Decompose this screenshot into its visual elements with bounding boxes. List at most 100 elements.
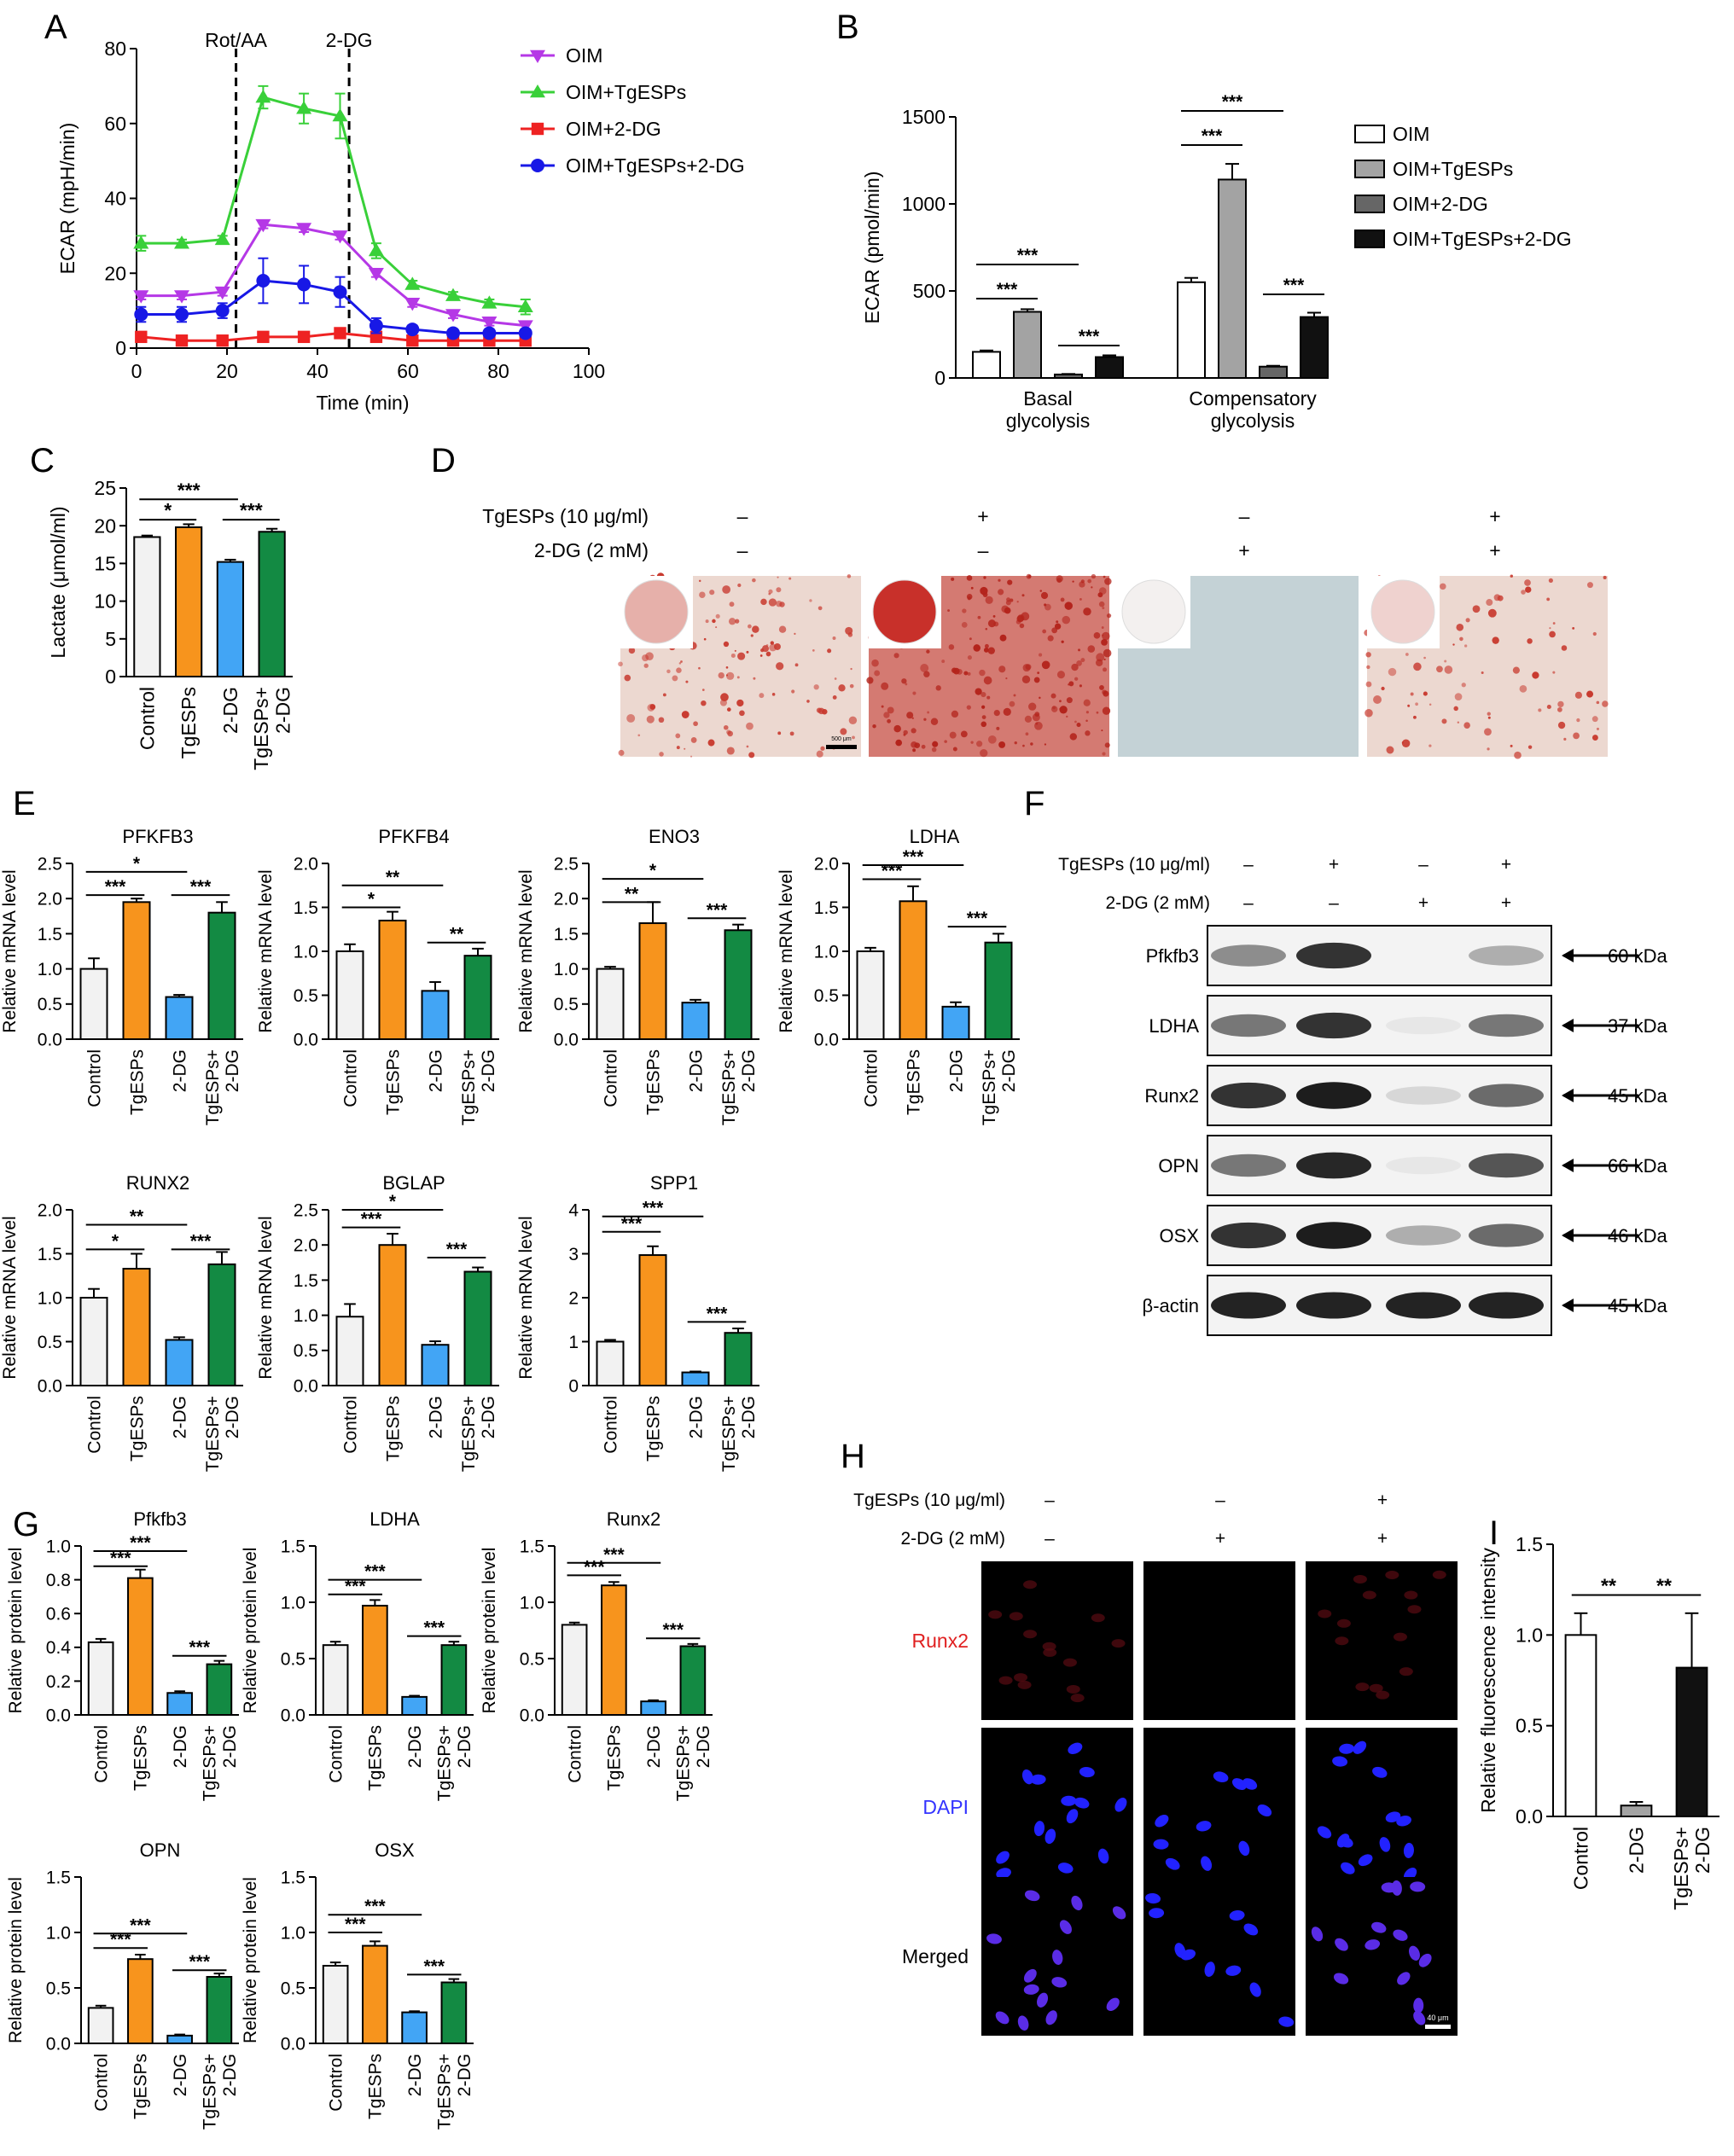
stain-spot (690, 737, 697, 743)
if-header-row1-label: TgESPs (10 μg/ml) (853, 1491, 1005, 1510)
nucleus (1052, 1950, 1063, 1965)
stain-spot (1014, 741, 1017, 745)
category-label-line: 2-DG (694, 1725, 713, 1768)
stain-spot (996, 726, 1000, 730)
stain-spot (719, 699, 727, 706)
if-header-row1-value: – (1215, 1491, 1225, 1510)
stain-spot (1104, 578, 1112, 585)
chart-title: OSX (375, 1839, 415, 1861)
molecular-weight-label: 37 kDa (1608, 1015, 1667, 1037)
stain-spot (768, 598, 777, 607)
stain-spot (1096, 711, 1099, 714)
blot-strip (1207, 925, 1552, 986)
stain-spot (730, 653, 736, 658)
data-point (214, 231, 230, 246)
arrow-head (1562, 949, 1574, 962)
nucleus (1257, 1804, 1272, 1817)
nucleus (1213, 1771, 1229, 1783)
nucleus-signal (1014, 1673, 1028, 1682)
stain-spot (980, 692, 986, 698)
data-point (406, 334, 419, 347)
data-point (257, 330, 270, 344)
stain-spot (1487, 712, 1491, 716)
significance-mark: *** (707, 1304, 728, 1323)
nucleus (1385, 1811, 1401, 1823)
significance-mark: *** (105, 877, 126, 897)
nucleus (1243, 1923, 1259, 1936)
bar (561, 1624, 588, 1717)
if-header-row2-value: – (1044, 1529, 1055, 1549)
y-axis-label: Relative fluorescence intensity (1477, 1548, 1499, 1813)
stain-spot (866, 677, 874, 684)
stain-spot (872, 724, 876, 729)
arrow-head (1562, 1019, 1574, 1032)
y-axis-label: ECAR (pmol/min) (861, 171, 883, 324)
panel-letter-f: F (1024, 785, 1044, 822)
stain-spot (1085, 730, 1091, 736)
nucleus (1379, 1837, 1391, 1852)
stain-spot (1514, 751, 1522, 759)
nucleus-signal (1362, 1590, 1376, 1600)
bar (165, 1339, 194, 1386)
nucleus-signal (1023, 1630, 1038, 1639)
stain-spot (1456, 623, 1464, 631)
blot-band (1386, 1292, 1461, 1319)
category-label-line: TgESPs+ (459, 1049, 479, 1125)
nucleus (1225, 1965, 1242, 1976)
nucleus (1204, 1961, 1215, 1977)
nucleus-signal (1407, 1605, 1422, 1614)
category-label: 2-DG (219, 687, 241, 734)
y-tick-label: 2 (568, 1288, 579, 1308)
significance-mark: *** (603, 1545, 625, 1565)
category-label-line: Control (91, 1725, 111, 1783)
y-tick-label: 1.5 (46, 1868, 71, 1887)
bar (463, 955, 492, 1041)
stain-spot (906, 712, 914, 719)
stain-spot (1042, 629, 1047, 634)
nucleus (1155, 1815, 1169, 1828)
x-axis-label: Time (min) (316, 392, 409, 414)
stain-spot (1103, 575, 1106, 578)
y-tick-label: 2.0 (38, 890, 62, 909)
bar (335, 1316, 364, 1387)
stain-spot (975, 688, 982, 695)
nucleus (1030, 1774, 1046, 1785)
significance-mark: * (133, 854, 141, 874)
stain-spot (827, 648, 832, 654)
stain-spot (1103, 658, 1106, 661)
category-label: 2-DG (686, 1049, 706, 1092)
significance-mark: *** (1202, 126, 1223, 146)
category-label-line: TgESPs (127, 1049, 147, 1115)
stain-spot (1401, 741, 1405, 744)
stain-spot (871, 659, 879, 667)
stain-spot (1574, 691, 1583, 699)
y-tick-label: 1.0 (38, 1288, 62, 1308)
blot-band (1469, 945, 1544, 966)
stain-spot (983, 676, 992, 685)
y-tick-label: 1.5 (281, 1537, 305, 1556)
category-label: TgESPs+2-DG (435, 2054, 474, 2130)
if-image (1143, 1877, 1295, 2036)
stain-spot (987, 619, 996, 628)
if-image (1306, 1728, 1458, 1886)
y-tick-label: 1.5 (814, 898, 839, 918)
category-label-line: Control (84, 1049, 104, 1107)
significance-mark: *** (240, 499, 263, 521)
panel-letter-a: A (44, 9, 67, 46)
category-label: TgESPs (177, 687, 200, 758)
stain-spot (726, 707, 731, 712)
stain-spot (736, 676, 740, 679)
nucleus (1410, 1881, 1426, 1892)
chart-g1: 0.0 0.2 0.4 0.6 0.8 1.0 Relative protein level… (6, 1508, 240, 1801)
stain-spot (765, 644, 769, 647)
stain-spot (1059, 700, 1062, 703)
stain-spot (809, 599, 812, 602)
stain-spot (962, 608, 967, 613)
blot-header-row1-value: – (1243, 855, 1254, 875)
y-tick-label: 1.0 (46, 1537, 71, 1556)
bar (362, 1604, 388, 1716)
y-tick-label: 0.0 (281, 1706, 305, 1725)
if-image (1143, 1561, 1295, 1720)
data-point (368, 242, 384, 257)
stain-spot (1076, 723, 1081, 728)
